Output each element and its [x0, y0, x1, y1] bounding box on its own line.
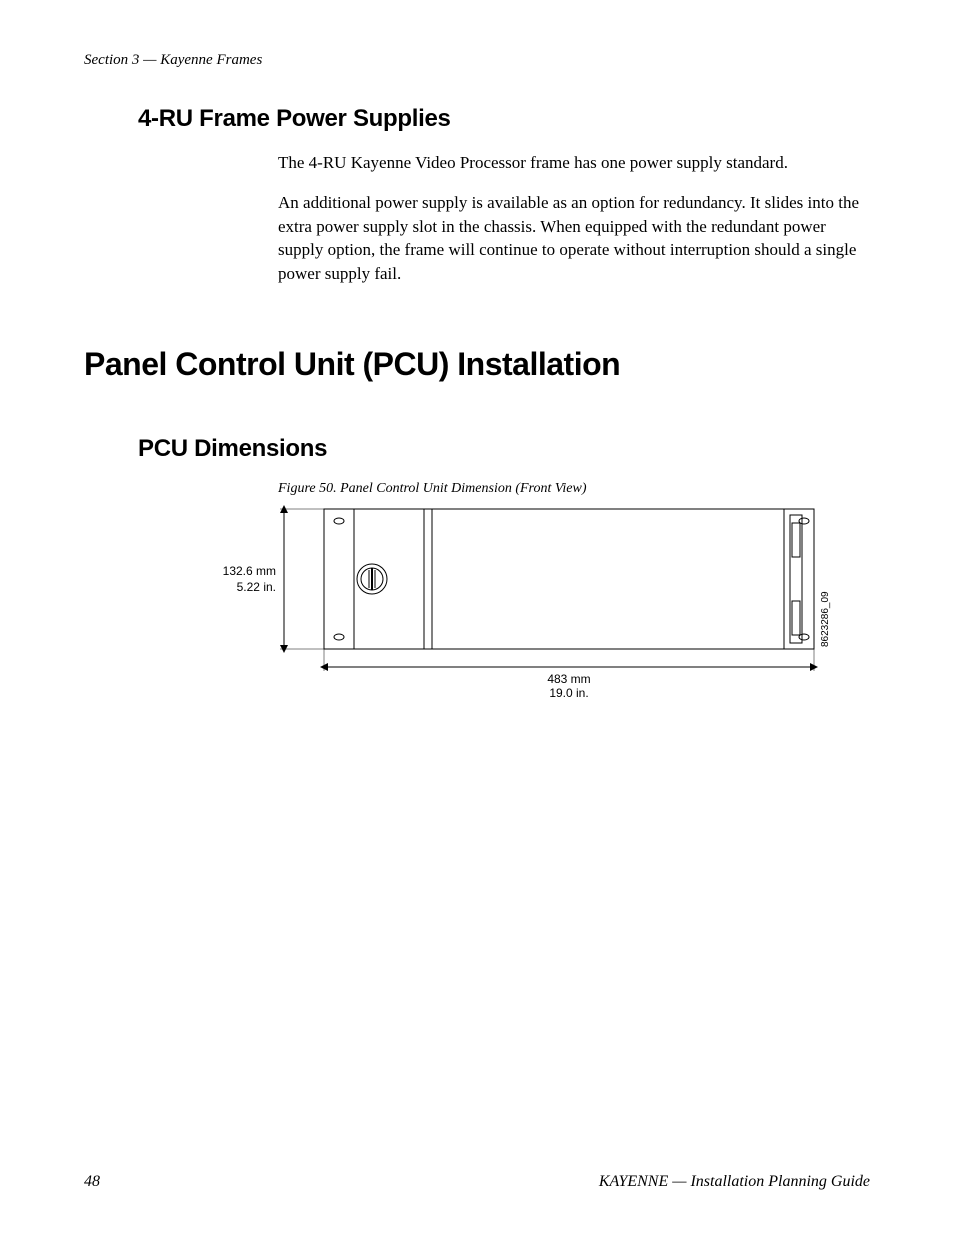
svg-text:132.6 mm: 132.6 mm	[223, 564, 276, 578]
page-footer: 48 KAYENNE — Installation Planning Guide	[84, 1173, 870, 1191]
figure-caption: Figure 50. Panel Control Unit Dimension …	[278, 481, 870, 497]
body-paragraph: An additional power supply is available …	[278, 191, 862, 286]
heading-pcu-dimensions: PCU Dimensions	[138, 435, 870, 463]
page-number: 48	[84, 1173, 100, 1191]
svg-text:483 mm: 483 mm	[547, 672, 590, 686]
body-paragraph: The 4-RU Kayenne Video Processor frame h…	[278, 151, 862, 175]
figure-pcu-front: 132.6 mm 5.22 in. 483 mm19.0 in. 8623286_09	[214, 503, 870, 708]
doc-name: KAYENNE — Installation Planning Guide	[599, 1173, 870, 1191]
svg-text:8623286_09: 8623286_09	[820, 591, 831, 647]
running-head: Section 3 — Kayenne Frames	[84, 52, 870, 69]
pcu-diagram-svg: 132.6 mm 5.22 in. 483 mm19.0 in. 8623286_09	[214, 503, 854, 703]
svg-text:19.0 in.: 19.0 in.	[549, 686, 588, 700]
heading-4ru-power: 4-RU Frame Power Supplies	[138, 105, 870, 133]
svg-text:5.22 in.: 5.22 in.	[237, 580, 276, 594]
heading-pcu-install: Panel Control Unit (PCU) Installation	[84, 346, 870, 383]
